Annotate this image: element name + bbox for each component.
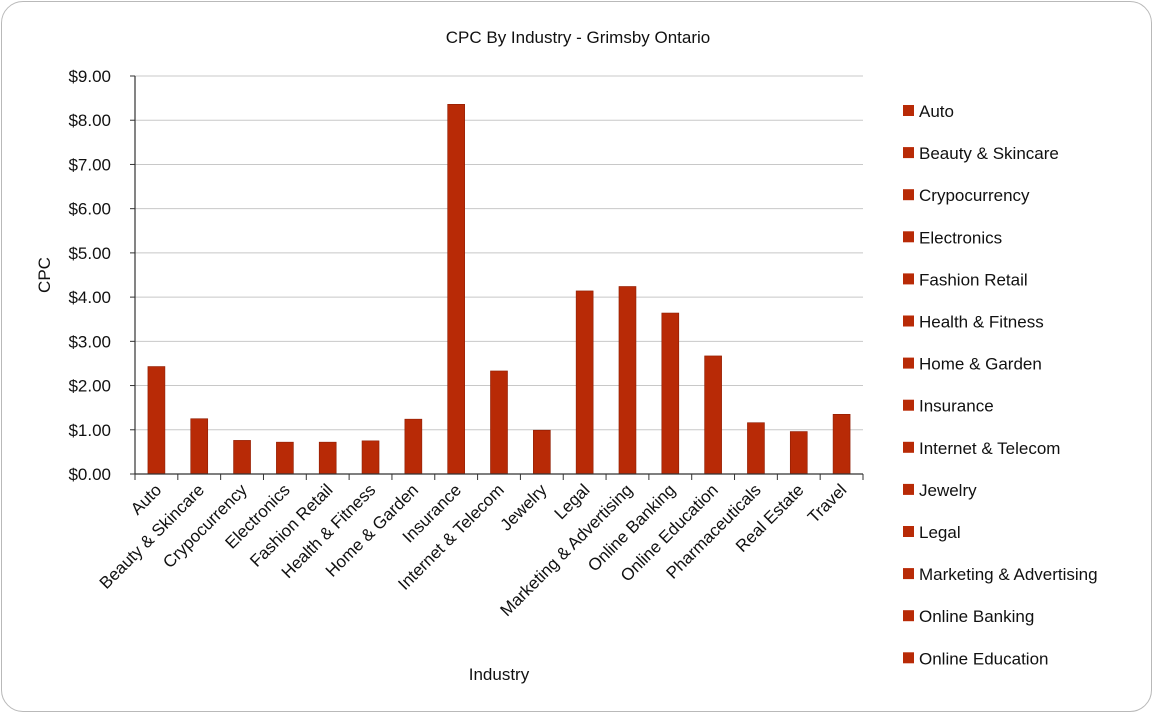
legend-swatch bbox=[903, 526, 914, 537]
y-tick-label: $4.00 bbox=[68, 288, 111, 307]
bar bbox=[190, 418, 209, 475]
legend-swatch bbox=[903, 231, 914, 243]
legend-entry: Electronics bbox=[919, 228, 1002, 247]
legend-swatch bbox=[903, 610, 914, 622]
y-tick-label: $5.00 bbox=[68, 244, 111, 263]
legend-swatch bbox=[903, 483, 914, 495]
bar bbox=[276, 441, 294, 475]
legend-entry: Auto bbox=[919, 102, 954, 121]
y-tick-label: $3.00 bbox=[68, 332, 111, 351]
bar bbox=[490, 370, 508, 475]
legend-entry: Internet & Telecom bbox=[919, 439, 1060, 458]
legend-entry: Health & Fitness bbox=[919, 313, 1044, 332]
y-tick-label: $7.00 bbox=[68, 155, 111, 174]
legend-entry: Beauty & Skincare bbox=[919, 144, 1059, 163]
legend-swatch bbox=[903, 441, 914, 453]
y-tick-label: $2.00 bbox=[68, 377, 111, 396]
legend: Auto Beauty & Skincare Crypocurrency Electr… bbox=[903, 102, 1098, 668]
bar bbox=[704, 355, 722, 475]
bars bbox=[147, 104, 851, 475]
bar bbox=[747, 422, 765, 475]
axes bbox=[134, 76, 864, 480]
x-axis-label: Industry bbox=[469, 665, 530, 684]
x-tick-label: Jewelry bbox=[496, 480, 551, 535]
bar bbox=[233, 440, 251, 475]
bar bbox=[661, 312, 680, 475]
bar bbox=[447, 104, 465, 475]
bar bbox=[318, 441, 337, 475]
y-tick-labels: $0.00 $1.00 $2.00 $3.00 $4.00 $5.00 $6.00 $7.00… bbox=[68, 67, 111, 484]
bar bbox=[832, 413, 851, 475]
bar bbox=[575, 290, 594, 475]
legend-entry: Home & Garden bbox=[919, 355, 1042, 374]
y-tick-label: $0.00 bbox=[68, 465, 111, 484]
grid-lines bbox=[130, 75, 863, 475]
legend-swatch bbox=[903, 652, 914, 664]
legend-entry: Fashion Retail bbox=[919, 270, 1028, 289]
legend-swatch bbox=[903, 357, 914, 369]
bar bbox=[404, 418, 423, 475]
legend-entry: Legal bbox=[919, 523, 961, 542]
legend-entry: Jewelry bbox=[919, 481, 977, 500]
legend-entry: Marketing & Advertising bbox=[919, 565, 1098, 584]
bar bbox=[361, 440, 380, 475]
bar bbox=[533, 429, 551, 475]
legend-swatch bbox=[903, 568, 914, 580]
legend-entry: Insurance bbox=[919, 397, 994, 416]
y-tick-label: $8.00 bbox=[68, 111, 111, 130]
bar bbox=[147, 366, 166, 475]
legend-swatch bbox=[903, 147, 914, 159]
y-tick-label: $6.00 bbox=[68, 200, 111, 219]
x-tick-label: Travel bbox=[804, 480, 850, 526]
bar bbox=[789, 431, 808, 475]
legend-entry: Online Education bbox=[919, 649, 1048, 668]
x-tick-label: Auto bbox=[127, 480, 165, 518]
legend-swatch bbox=[903, 399, 914, 411]
legend-swatch bbox=[903, 105, 914, 116]
legend-entry: Online Banking bbox=[919, 607, 1034, 626]
y-tick-label: $9.00 bbox=[68, 67, 111, 86]
legend-entry: Crypocurrency bbox=[919, 186, 1030, 205]
legend-swatch bbox=[903, 315, 914, 327]
y-axis-label: CPC bbox=[35, 257, 54, 293]
bar bbox=[618, 286, 637, 475]
y-tick-label: $1.00 bbox=[68, 421, 111, 440]
legend-swatch bbox=[903, 189, 914, 201]
chart-title: CPC By Industry - Grimsby Ontario bbox=[446, 28, 711, 47]
legend-swatch bbox=[903, 273, 914, 285]
